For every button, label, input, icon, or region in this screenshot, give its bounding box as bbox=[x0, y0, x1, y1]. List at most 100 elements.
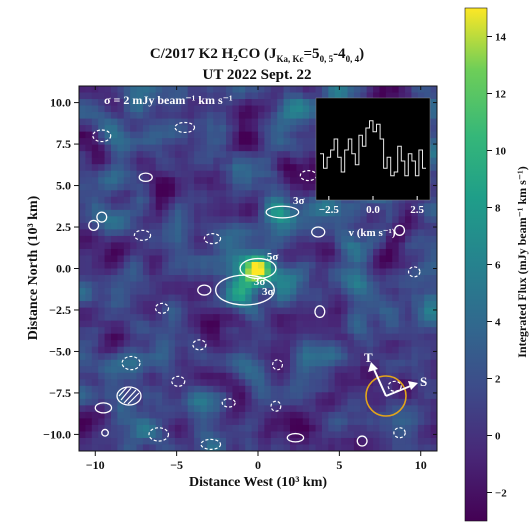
heatmap-cell bbox=[302, 99, 310, 107]
heatmap-cell bbox=[309, 118, 317, 126]
heatmap-cell bbox=[315, 235, 323, 244]
heatmap-cell bbox=[149, 203, 157, 211]
heatmap-cell bbox=[405, 353, 413, 361]
heatmap-cell bbox=[136, 131, 144, 139]
heatmap-cell bbox=[123, 151, 131, 159]
heatmap-cell bbox=[142, 307, 150, 315]
heatmap-cell bbox=[302, 366, 310, 374]
heatmap-cell bbox=[110, 157, 118, 165]
heatmap-cell bbox=[219, 170, 227, 178]
heatmap-cell bbox=[258, 385, 265, 393]
heatmap-cell bbox=[411, 255, 419, 263]
heatmap-cell bbox=[360, 294, 368, 302]
heatmap-cell bbox=[187, 314, 195, 322]
heatmap-cell bbox=[226, 392, 234, 400]
heatmap-cell bbox=[328, 301, 336, 309]
heatmap-cell bbox=[251, 131, 259, 139]
heatmap-cell bbox=[200, 203, 208, 211]
heatmap-cell bbox=[155, 392, 163, 400]
heatmap-cell bbox=[353, 203, 361, 211]
heatmap-cell bbox=[91, 255, 99, 263]
heatmap-cell bbox=[98, 177, 106, 185]
heatmap-cell bbox=[117, 144, 125, 152]
heatmap-cell bbox=[251, 118, 259, 126]
heatmap-cell bbox=[85, 177, 93, 185]
heatmap-cell bbox=[315, 333, 323, 341]
heatmap-cell bbox=[149, 248, 157, 257]
heatmap-cell bbox=[206, 183, 214, 191]
heatmap-cell bbox=[258, 268, 265, 276]
heatmap-cell bbox=[187, 255, 195, 263]
heatmap-cell bbox=[309, 183, 317, 191]
heatmap-cell bbox=[238, 222, 246, 230]
heatmap-cell bbox=[168, 222, 176, 230]
heatmap-cell bbox=[187, 164, 195, 172]
heatmap-cell bbox=[417, 424, 425, 433]
heatmap-cell bbox=[79, 379, 86, 387]
heatmap-cell bbox=[283, 288, 291, 296]
heatmap-cell bbox=[315, 431, 323, 439]
heatmap-cell bbox=[187, 183, 195, 191]
heatmap-cell bbox=[238, 379, 246, 387]
heatmap-cell bbox=[206, 353, 214, 361]
heatmap-cell bbox=[238, 99, 246, 107]
heatmap-cell bbox=[110, 248, 118, 257]
heatmap-cell bbox=[123, 242, 131, 250]
heatmap-cell bbox=[353, 314, 361, 322]
heatmap-cell bbox=[226, 294, 234, 302]
heatmap-cell bbox=[79, 183, 86, 191]
heatmap-cell bbox=[321, 340, 329, 348]
heatmap-cell bbox=[379, 196, 387, 204]
heatmap-cell bbox=[347, 411, 355, 420]
heatmap-cell bbox=[347, 424, 355, 433]
heatmap-cell bbox=[379, 346, 387, 354]
heatmap-cell bbox=[264, 157, 272, 165]
heatmap-cell bbox=[130, 125, 138, 133]
heatmap-cell bbox=[98, 268, 106, 276]
heatmap-cell bbox=[130, 268, 138, 276]
heatmap-cell bbox=[277, 177, 285, 185]
heatmap-cell bbox=[200, 437, 208, 446]
heatmap-cell bbox=[264, 235, 272, 244]
heatmap-cell bbox=[85, 105, 93, 113]
heatmap-cell bbox=[79, 125, 86, 133]
heatmap-cell bbox=[136, 112, 144, 120]
heatmap-cell bbox=[430, 131, 437, 139]
heatmap-cell bbox=[91, 333, 99, 341]
heatmap-cell bbox=[392, 327, 400, 335]
heatmap-cell bbox=[219, 281, 227, 289]
heatmap-cell bbox=[200, 307, 208, 315]
heatmap-cell bbox=[385, 444, 393, 451]
heatmap-cell bbox=[181, 242, 189, 250]
heatmap-cell bbox=[417, 261, 425, 270]
heatmap-cell bbox=[110, 385, 118, 393]
heatmap-cell bbox=[123, 320, 131, 328]
heatmap-cell bbox=[142, 131, 150, 139]
heatmap-cell bbox=[379, 294, 387, 302]
heatmap-cell bbox=[424, 86, 432, 94]
heatmap-cell bbox=[258, 431, 265, 439]
heatmap-cell bbox=[321, 301, 329, 309]
heatmap-cell bbox=[289, 288, 297, 296]
heatmap-cell bbox=[251, 112, 259, 120]
heatmap-cell bbox=[328, 346, 336, 354]
heatmap-cell bbox=[79, 157, 86, 165]
heatmap-cell bbox=[142, 164, 150, 172]
positive-contour bbox=[197, 284, 212, 296]
heatmap-cell bbox=[251, 196, 259, 204]
heatmap-cell bbox=[258, 229, 265, 237]
heatmap-cell bbox=[104, 353, 112, 361]
heatmap-cell bbox=[181, 366, 189, 374]
heatmap-cell bbox=[187, 222, 195, 230]
heatmap-cell bbox=[379, 431, 387, 439]
heatmap-cell bbox=[321, 229, 329, 237]
heatmap-cell bbox=[85, 398, 93, 406]
heatmap-cell bbox=[245, 92, 253, 100]
heatmap-cell bbox=[200, 138, 208, 146]
heatmap-cell bbox=[405, 294, 413, 302]
heatmap-cell bbox=[117, 209, 125, 217]
heatmap-cell bbox=[155, 353, 163, 361]
heatmap-cell bbox=[283, 157, 291, 165]
heatmap-cell bbox=[296, 99, 304, 107]
